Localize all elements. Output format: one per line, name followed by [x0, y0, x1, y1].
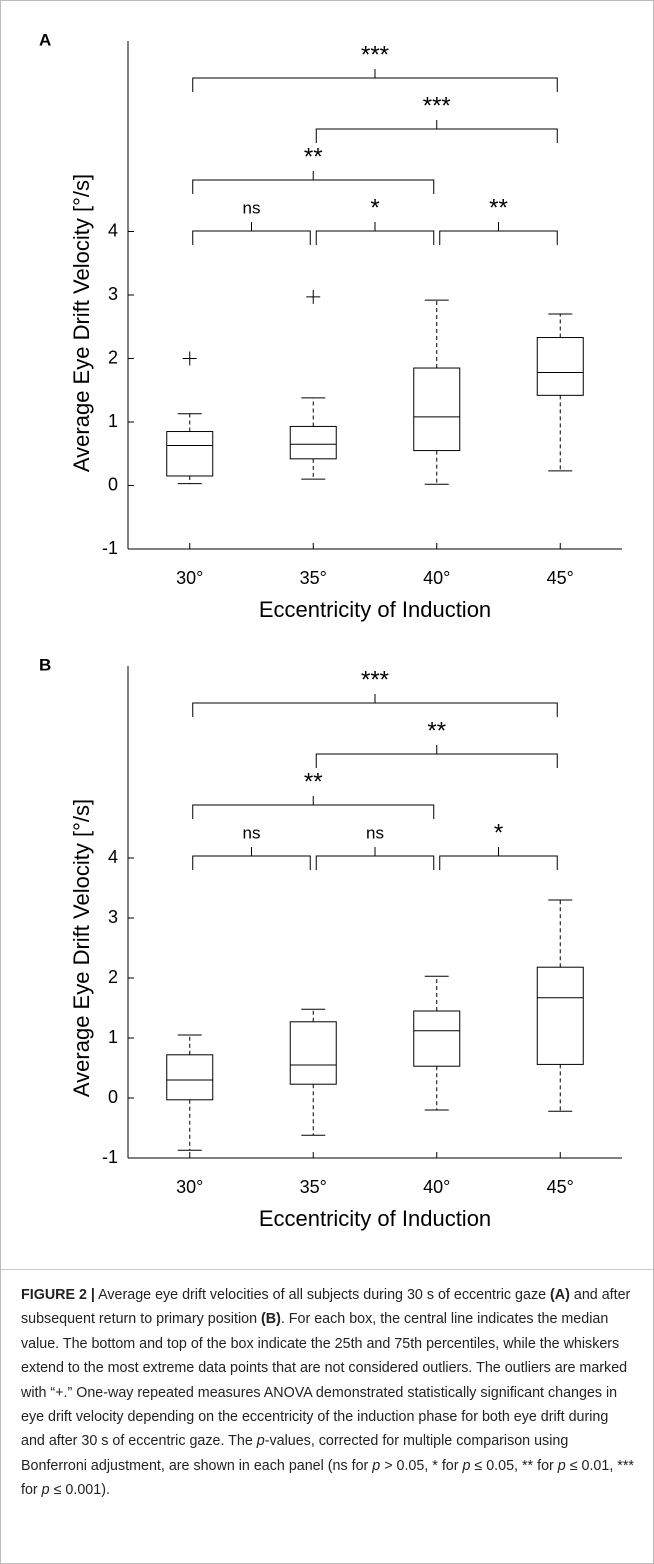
box	[289, 425, 337, 460]
x-tick-label: 45°	[547, 1177, 574, 1197]
box	[289, 1021, 337, 1085]
y-tick-label: 2	[108, 347, 118, 367]
caption-text: p	[41, 1482, 50, 1499]
y-tick-label: -1	[102, 1147, 118, 1167]
y-axis-title: Average Eye Drift Velocity [°/s]	[69, 174, 94, 472]
significance-label: *	[370, 194, 379, 221]
caption-text: p	[256, 1433, 265, 1450]
outlier	[182, 351, 197, 366]
significance-bracket	[192, 847, 311, 870]
box	[413, 367, 461, 452]
significance-label: **	[489, 194, 508, 221]
x-tick-label: 35°	[300, 1177, 327, 1197]
outlier	[306, 289, 321, 304]
y-tick-label: 3	[108, 284, 118, 304]
significance-bracket	[315, 745, 558, 768]
significance-label: **	[304, 768, 323, 795]
y-tick-label: 1	[108, 1027, 118, 1047]
y-tick-label: 0	[108, 474, 118, 494]
caption-text: ≤ 0.001).	[49, 1482, 110, 1499]
box	[536, 337, 584, 396]
x-tick-label: 45°	[547, 568, 574, 588]
y-tick-label: 3	[108, 907, 118, 927]
significance-label: ns	[366, 823, 384, 842]
x-tick-label: 30°	[176, 1177, 203, 1197]
significance-bracket	[192, 796, 435, 819]
box	[413, 1010, 461, 1067]
y-tick-label: 2	[108, 967, 118, 987]
caption-text: (B)	[261, 1311, 281, 1328]
x-tick-label: 30°	[176, 568, 203, 588]
caption-text: -values, corrected for multiple comparis…	[21, 1433, 569, 1474]
box	[166, 431, 214, 477]
significance-label: ***	[361, 666, 389, 693]
significance-label: ***	[361, 41, 389, 68]
y-tick-label: 1	[108, 411, 118, 431]
y-tick-label: 4	[108, 847, 118, 867]
x-tick-label: 35°	[300, 568, 327, 588]
significance-bracket	[315, 120, 558, 143]
caption-text: FIGURE 2 |	[21, 1287, 95, 1303]
panel-label: A	[39, 30, 51, 49]
significance-bracket	[439, 847, 558, 870]
panel-label: B	[39, 655, 51, 674]
box	[166, 1054, 214, 1101]
significance-label: ***	[423, 92, 451, 119]
caption-text: (A)	[550, 1287, 570, 1303]
x-tick-label: 40°	[423, 568, 450, 588]
significance-bracket	[192, 222, 311, 245]
caption: FIGURE 2 | Average eye drift velocities …	[21, 1283, 635, 1503]
significance-label: ns	[243, 198, 261, 217]
y-tick-label: 4	[108, 220, 118, 240]
caption-text: p	[372, 1457, 381, 1474]
x-axis-title: Eccentricity of Induction	[259, 597, 491, 622]
significance-label: **	[427, 717, 446, 744]
divider	[1, 1269, 653, 1270]
y-axis-title: Average Eye Drift Velocity [°/s]	[69, 799, 94, 1097]
x-tick-label: 40°	[423, 1177, 450, 1197]
significance-label: **	[304, 143, 323, 170]
significance-bracket	[315, 847, 435, 870]
chart-area: A -1 0 1 2 3 4 Average Eye Drift Velocity [°/s]…	[39, 30, 622, 1231]
box	[536, 966, 584, 1065]
significance-bracket	[192, 171, 435, 194]
caption-text: p	[462, 1457, 471, 1474]
caption-text: ≤ 0.05, ** for	[470, 1457, 558, 1474]
significance-bracket	[192, 694, 558, 717]
caption-text: and after subsequent return to primary p…	[21, 1287, 631, 1328]
significance-bracket	[192, 69, 558, 92]
caption-text: ≤ 0.01, *** for	[21, 1457, 634, 1499]
caption-text: Average eye drift velocities of all subj…	[94, 1287, 551, 1303]
significance-label: *	[494, 819, 503, 846]
caption-text: > 0.05, * for	[380, 1457, 463, 1474]
y-tick-label: -1	[102, 538, 118, 558]
caption-text: . For each box, the central line indicat…	[21, 1311, 628, 1450]
x-axis-title: Eccentricity of Induction	[259, 1206, 491, 1231]
significance-label: ns	[243, 823, 261, 842]
caption-text: p	[557, 1457, 566, 1474]
significance-bracket	[439, 222, 558, 245]
significance-bracket	[315, 222, 435, 245]
y-tick-label: 0	[108, 1087, 118, 1107]
